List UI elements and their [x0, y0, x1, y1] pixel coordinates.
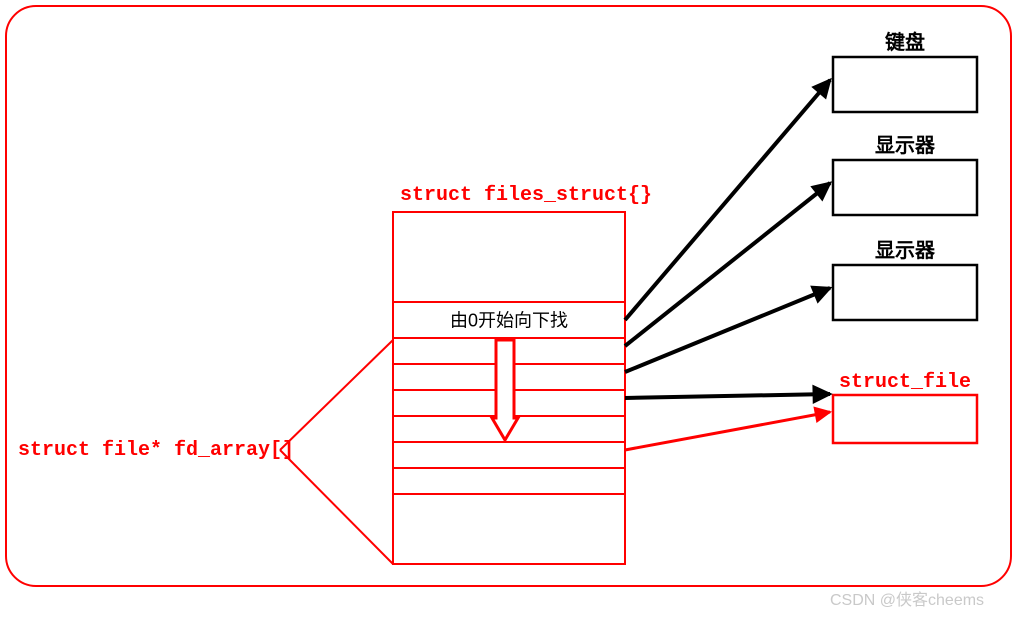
arrow-head [815, 408, 830, 422]
table-row [393, 468, 625, 494]
table-row-label: 由0开始向下找 [450, 310, 568, 330]
table-row [393, 442, 625, 468]
device-box [833, 57, 977, 112]
bracket-line-bottom [280, 450, 393, 564]
table-row [393, 494, 625, 564]
arrow-head [812, 287, 830, 301]
arrow-line [625, 412, 830, 450]
diagram-canvas: struct file* fd_array[] struct files_stru… [0, 0, 1017, 621]
struct-file-label: struct_file [839, 371, 971, 394]
fd-array-label: struct file* fd_array[] [18, 439, 294, 462]
arrow-line [625, 80, 830, 320]
device-box-label: 显示器 [875, 134, 936, 157]
container-border [6, 6, 1011, 586]
bracket-line-top [280, 340, 393, 450]
arrow-line [625, 183, 830, 346]
device-box [833, 265, 977, 320]
watermark-text: CSDN @侠客cheems [830, 591, 984, 609]
device-box-label: 显示器 [875, 239, 936, 262]
table-row [393, 212, 625, 302]
struct-title: struct files_struct{} [400, 184, 652, 207]
down-arrow-head [492, 418, 518, 440]
device-box [833, 160, 977, 215]
down-arrow-shaft [496, 340, 514, 418]
arrow-head [814, 387, 830, 403]
struct-file-box [833, 395, 977, 443]
device-box-label: 键盘 [885, 30, 925, 54]
arrow-line [625, 394, 830, 398]
arrow-line [625, 288, 830, 372]
